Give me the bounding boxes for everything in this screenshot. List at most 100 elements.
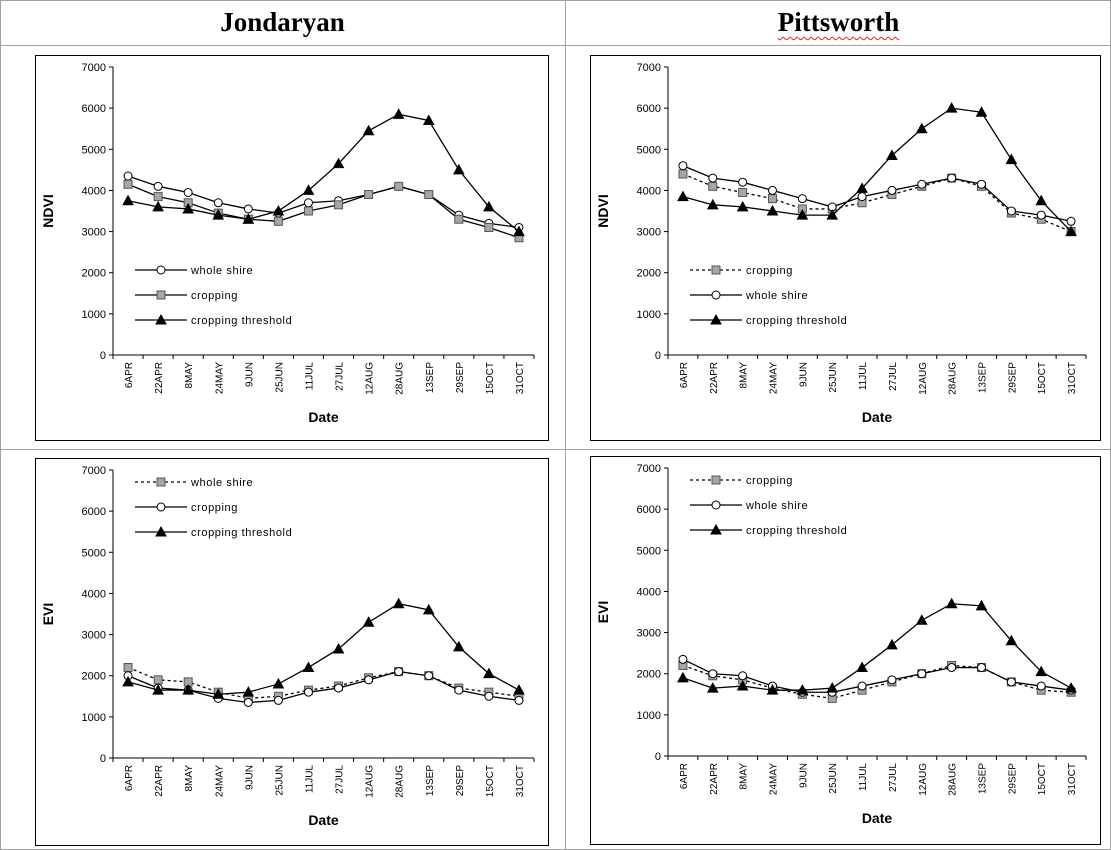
marker [975,599,988,611]
marker [452,640,465,652]
x-tick-label: 15OCT [1037,362,1048,394]
chart-frame [590,55,1101,441]
series-line [127,603,520,695]
x-tick-label: 22APR [709,763,720,795]
chart-frame [35,55,549,441]
marker [422,114,435,125]
y-axis-label: EVI [595,601,611,624]
x-tick-label: 13SEP [978,362,989,393]
x-tick-label: 27JUL [888,763,899,792]
x-tick-label: 9JUN [244,765,255,790]
x-tick-label: 6APR [679,763,690,789]
marker [394,181,404,191]
marker [677,671,689,683]
marker [273,216,283,226]
x-axis-label: Date [862,810,893,826]
x-tick-label: 12AUG [365,765,376,798]
y-tick-label: 7000 [82,62,106,74]
x-tick-label: 22APR [154,765,165,797]
marker [826,682,839,693]
chart-frame [590,456,1101,845]
x-tick-label: 11JUL [304,765,315,794]
marker [302,661,315,672]
marker [454,214,464,224]
y-axis-label: NDVI [595,194,611,227]
marker [1036,210,1046,220]
marker [153,675,163,685]
x-tick-label: 28AUG [395,765,406,798]
marker [915,614,928,625]
x-tick-label: 9JUN [798,763,809,788]
marker [917,179,927,189]
legend-label: cropping threshold [191,527,292,539]
x-tick-label: 31OCT [515,765,526,797]
y-tick-label: 0 [655,350,661,362]
marker [303,206,313,216]
marker [182,202,195,214]
marker [708,181,718,191]
x-tick-label: 22APR [709,362,720,394]
series-line [127,183,520,239]
marker [768,185,777,195]
legend-marker [711,475,721,485]
marker [332,157,345,169]
marker [392,108,405,119]
marker [1005,153,1018,165]
marker [182,684,195,695]
y-tick-label: 4000 [637,586,661,598]
series-line [682,165,1072,222]
series-line [127,113,520,233]
y-axis-label: EVI [40,603,56,626]
series-line [682,107,1072,233]
x-tick-label: 8MAY [739,763,750,790]
marker [183,187,193,197]
marker [364,675,374,685]
chart: 0 1000 2000 3000 4000 5000 6000 7000 6APR 22APR 8M… [35,458,549,846]
marker [212,688,225,699]
x-tick-label: 8MAY [184,765,195,792]
marker [887,675,897,685]
marker [856,182,868,193]
x-tick-label: 29SEP [455,765,466,796]
x-tick-label: 9JUN [244,362,255,387]
series-line [682,173,1072,233]
marker [332,642,345,654]
marker [303,687,313,697]
marker [483,667,495,679]
x-tick-label: 31OCT [515,362,526,394]
marker [945,102,958,113]
y-axis-label: NDVI [40,194,56,227]
y-tick-label: 3000 [82,227,106,239]
marker [857,192,867,202]
marker [738,187,748,197]
marker [152,200,164,212]
marker [915,122,928,134]
x-tick-label: 11JUL [304,362,315,391]
series-line [682,603,1072,691]
marker [1065,225,1077,237]
y-tick-label: 6000 [637,504,661,516]
x-tick-label: 6APR [124,765,135,791]
x-tick-label: 25JUN [274,765,285,796]
marker [272,204,285,216]
y-tick-label: 3000 [637,628,661,640]
x-tick-label: 27JUL [335,765,346,794]
x-tick-label: 24MAY [214,362,225,394]
x-tick-label: 24MAY [214,765,225,797]
column-header: Pittsworth [566,0,1111,44]
x-axis-label: Date [308,409,339,425]
legend-marker [710,523,722,535]
legend-label: cropping [746,265,793,277]
y-tick-label: 5000 [82,144,106,156]
legend-label: cropping [191,290,238,302]
y-tick-label: 1000 [637,309,661,321]
y-tick-label: 7000 [637,463,661,475]
marker [766,204,779,216]
x-tick-label: 29SEP [455,362,466,393]
x-tick-label: 13SEP [425,765,436,796]
y-tick-label: 1000 [82,712,106,724]
marker [768,194,777,204]
marker [1066,216,1076,226]
x-tick-label: 24MAY [769,362,780,394]
